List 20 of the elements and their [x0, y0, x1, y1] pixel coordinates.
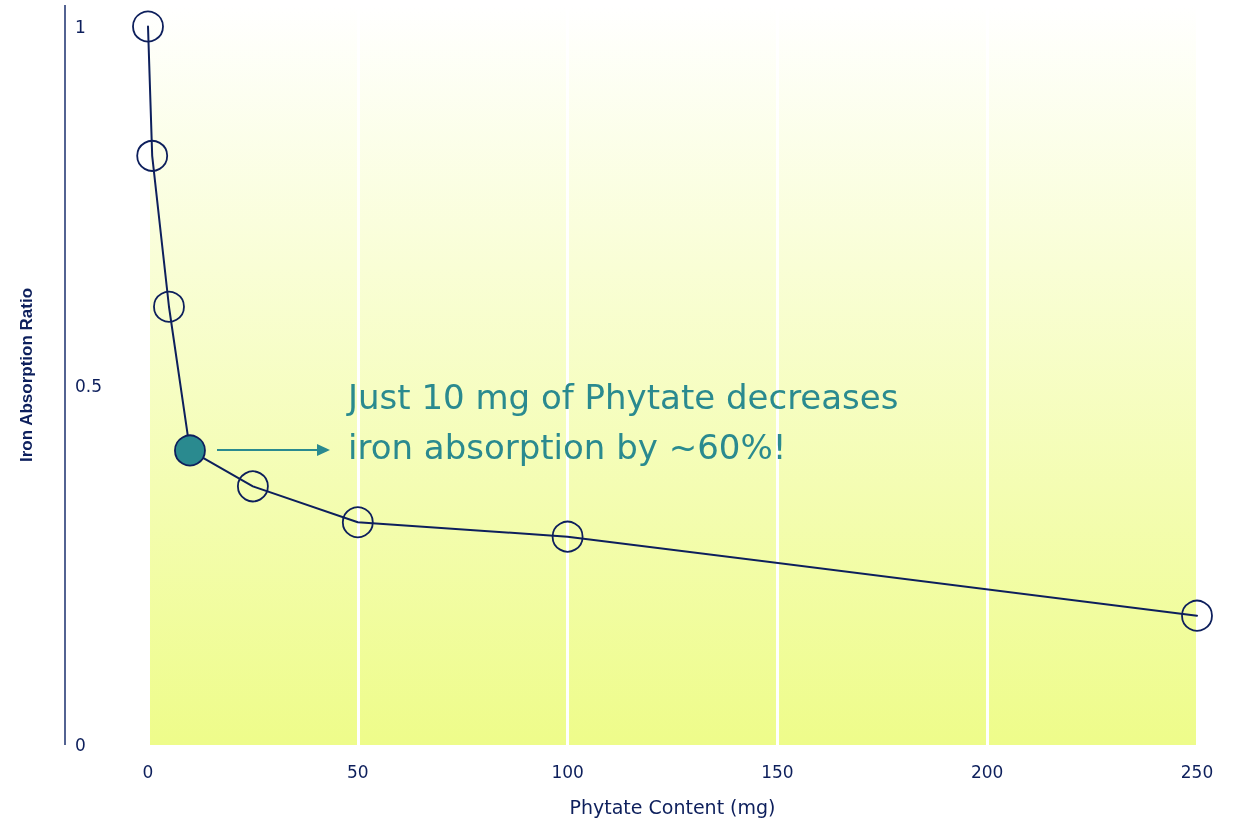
- point: [1181, 599, 1213, 632]
- point: [132, 10, 164, 43]
- point: [237, 470, 269, 503]
- point: [153, 290, 185, 323]
- x-tick-label: 200: [970, 761, 1004, 782]
- x-tick-label: 250: [1180, 761, 1214, 782]
- point: [136, 139, 169, 172]
- y-axis-title: Iron Absorption Ratio: [17, 287, 36, 463]
- point: [551, 520, 584, 553]
- x-tick-label: 150: [761, 761, 794, 782]
- point: [341, 506, 374, 539]
- y-tick-label: 0.5: [75, 375, 103, 396]
- y-tick-label: 1: [75, 16, 86, 37]
- x-tick-label: 100: [551, 761, 584, 782]
- y-tick-label: 0: [75, 735, 86, 755]
- x-axis-title: Phytate Content (mg): [569, 795, 776, 818]
- point: [174, 434, 206, 467]
- x-tick-label: 0: [142, 761, 154, 782]
- x-tick-label: 50: [346, 761, 369, 782]
- annotation: Just 10 mg of Phytate decreases iron absorption by ~60%!: [345, 377, 910, 468]
